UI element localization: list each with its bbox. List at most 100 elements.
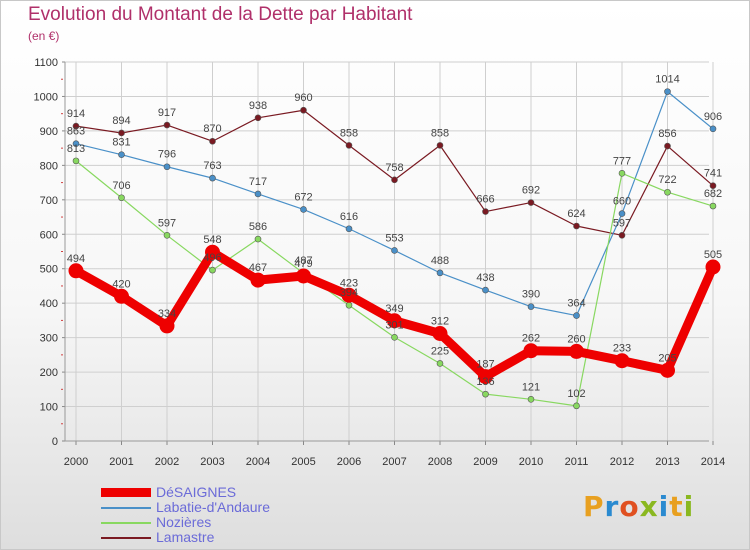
data-point-desaignes: [68, 263, 84, 279]
chart-title: Evolution du Montant de la Dette par Hab…: [28, 4, 413, 25]
data-point-nozieres: [573, 402, 580, 410]
data-point-labatie-d-andaure: [72, 140, 80, 147]
legend-item-desaignes: DéSAIGNES: [101, 485, 361, 500]
data-label-desaignes: 548: [203, 234, 221, 246]
data-point-lamastre: [527, 199, 535, 206]
data-point-lamastre: [709, 182, 717, 189]
logo-letter: x: [639, 490, 659, 523]
x-tick-label: 2011: [565, 456, 589, 468]
data-point-labatie-d-andaure: [209, 174, 216, 182]
data-label-lamastre: 938: [249, 100, 267, 112]
data-label-desaignes: 312: [431, 316, 449, 328]
data-point-lamastre: [664, 142, 671, 150]
data-label-labatie-d-andaure: 616: [340, 211, 358, 223]
x-tick-label: 2007: [382, 456, 406, 468]
data-label-nozieres: 706: [112, 180, 130, 192]
data-label-labatie-d-andaure: 1014: [655, 74, 679, 86]
data-label-nozieres: 777: [613, 155, 631, 167]
y-tick-label: 700: [40, 195, 58, 207]
data-label-labatie-d-andaure: 364: [567, 298, 585, 310]
data-point-desaignes: [478, 369, 493, 385]
data-label-nozieres: 586: [249, 221, 267, 233]
data-label-desaignes: 334: [158, 308, 176, 320]
logo-letter: o: [619, 490, 640, 523]
x-tick-label: 2012: [610, 456, 634, 468]
proxiti-logo: Proxiti: [583, 490, 694, 523]
data-label-nozieres: 813: [67, 143, 85, 155]
data-point-labatie-d-andaure: [618, 210, 626, 217]
data-point-nozieres: [72, 157, 80, 165]
data-label-lamastre: 597: [613, 217, 631, 229]
data-label-desaignes: 467: [249, 262, 267, 274]
data-label-lamastre: 692: [522, 185, 540, 197]
data-point-desaignes: [114, 288, 129, 304]
data-point-lamastre: [618, 232, 626, 239]
data-point-nozieres: [527, 396, 535, 403]
data-point-lamastre: [391, 176, 398, 184]
data-label-desaignes: 233: [613, 343, 631, 355]
legend-item-labatie: Labatie-d'Andaure: [101, 500, 361, 515]
legend-swatch-lamastre: [101, 537, 151, 539]
y-tick-label: 1000: [34, 91, 58, 103]
legend-swatch-desaignes: [101, 488, 151, 497]
data-point-labatie-d-andaure: [118, 151, 125, 158]
data-label-labatie-d-andaure: 796: [158, 149, 176, 161]
data-point-lamastre: [72, 122, 80, 130]
data-label-labatie-d-andaure: 863: [67, 126, 85, 138]
data-label-desaignes: 494: [67, 253, 85, 265]
data-point-desaignes: [387, 313, 402, 329]
x-tick-label: 2013: [655, 456, 679, 468]
data-point-lamastre: [209, 137, 216, 145]
data-label-nozieres: 136: [476, 376, 494, 388]
data-point-desaignes: [341, 287, 357, 303]
data-point-labatie-d-andaure: [709, 125, 717, 133]
data-label-lamastre: 914: [67, 108, 85, 120]
x-tick-label: 2006: [337, 456, 361, 468]
data-labels: 914 894 917 870 938 960 858 758 858 666 692 624 597 8…: [67, 74, 722, 400]
logo-letter: i: [683, 490, 695, 523]
data-label-nozieres: 597: [158, 217, 176, 229]
y-tick-label: 300: [40, 333, 58, 345]
data-point-nozieres: [345, 301, 353, 309]
x-tick-label: 2010: [519, 456, 543, 468]
data-point-desaignes: [296, 268, 311, 284]
x-tick-label: 2009: [473, 456, 497, 468]
data-point-desaignes: [159, 318, 175, 334]
data-label-labatie-d-andaure: 906: [704, 111, 722, 123]
y-tick-label: 200: [40, 367, 58, 379]
legend: DéSAIGNES Labatie-d'Andaure Nozières Lam…: [101, 485, 361, 545]
chart-unit: (en €): [28, 29, 60, 43]
data-point-lamastre: [254, 114, 262, 122]
data-point-lamastre: [436, 142, 444, 149]
data-point-labatie-d-andaure: [391, 247, 398, 254]
data-point-desaignes: [614, 353, 630, 369]
data-label-nozieres: 121: [522, 381, 540, 393]
y-tick-label: 400: [40, 298, 58, 310]
data-point-nozieres: [163, 232, 171, 239]
data-point-nozieres: [482, 390, 489, 398]
data-point-labatie-d-andaure: [573, 312, 580, 319]
data-label-desaignes: 262: [522, 333, 540, 345]
data-label-desaignes: 349: [385, 303, 403, 315]
data-label-nozieres: 225: [431, 345, 449, 357]
data-label-lamastre: 624: [567, 208, 585, 220]
data-label-lamastre: 858: [340, 127, 358, 139]
x-tick-label: 2008: [428, 456, 452, 468]
data-point-desaignes: [432, 326, 448, 342]
data-point-lamastre: [163, 121, 171, 129]
tick-labels: 0 100 200 300 400 500 600 700 800 900 1000 1100 2000…: [34, 57, 726, 468]
logo-letter: r: [604, 490, 620, 523]
data-label-desaignes: 187: [476, 359, 494, 371]
series-points: [68, 88, 721, 410]
data-label-lamastre: 741: [704, 168, 722, 180]
data-point-lamastre: [345, 142, 353, 149]
data-point-nozieres: [664, 188, 671, 196]
logo-letter: i: [658, 490, 670, 523]
data-label-labatie-d-andaure: 672: [294, 191, 312, 203]
data-point-lamastre: [300, 106, 307, 114]
x-tick-label: 2003: [200, 456, 224, 468]
x-tick-label: 2004: [246, 456, 270, 468]
data-point-nozieres: [209, 266, 216, 274]
